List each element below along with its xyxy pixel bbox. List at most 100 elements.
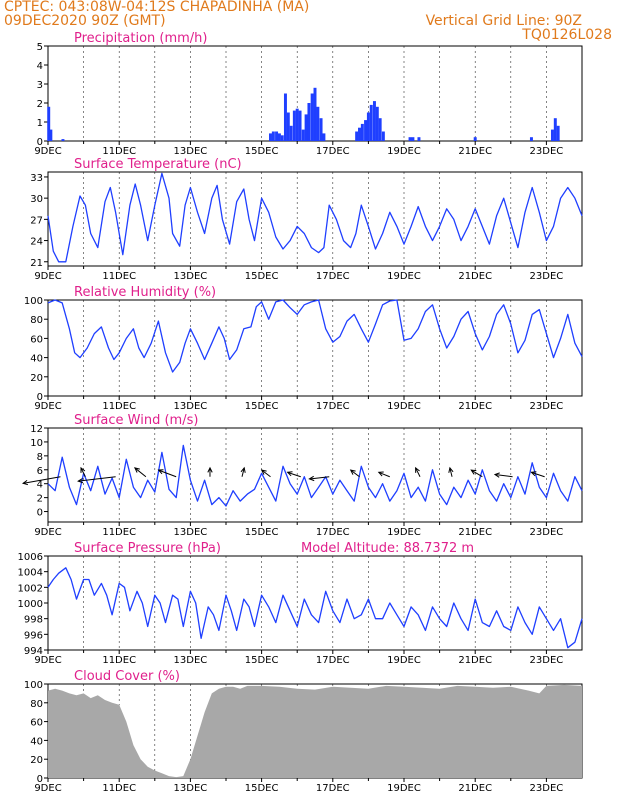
- precip-bar: [313, 87, 317, 141]
- precip-bar: [381, 131, 385, 141]
- precip-bar: [366, 112, 370, 141]
- y-tick-label: 0: [37, 137, 43, 148]
- x-tick-label: 9DEC: [34, 271, 61, 282]
- y-tick-label: 0: [37, 774, 43, 785]
- y-tick-label: 1000: [18, 599, 43, 610]
- panel-title: Precipitation (mm/h): [74, 31, 207, 46]
- panel-title: Surface Pressure (hPa): [74, 541, 221, 556]
- precip-bar: [307, 103, 311, 141]
- x-tick-label: 13DEC: [174, 783, 208, 794]
- wind-vector: [471, 469, 483, 478]
- y-tick-label: 100: [24, 680, 43, 691]
- y-tick-label: 5: [37, 42, 43, 53]
- y-tick-label: 21: [30, 258, 43, 269]
- precip-bar: [292, 110, 296, 141]
- x-tick-label: 17DEC: [316, 655, 350, 666]
- product-code: TQ0126L028: [522, 27, 612, 43]
- precip-bar: [295, 108, 299, 141]
- x-tick-label: 19DEC: [387, 655, 421, 666]
- x-tick-label: 11DEC: [102, 401, 136, 412]
- wind-arrowhead: [415, 466, 420, 473]
- rh-series-line: [47, 299, 583, 373]
- x-tick-label: 13DEC: [174, 655, 208, 666]
- precip-bar: [269, 133, 272, 141]
- wind-vector: [531, 471, 545, 478]
- x-tick-label: 17DEC: [316, 783, 350, 794]
- wind-vector: [415, 467, 421, 477]
- x-tick-label: 19DEC: [387, 146, 421, 157]
- y-tick-label: 10: [30, 438, 43, 449]
- x-tick-label: 19DEC: [387, 527, 421, 538]
- y-tick-label: 24: [30, 237, 43, 248]
- precip-bar: [319, 118, 323, 141]
- precip-bar: [378, 118, 382, 141]
- wind-arrowhead: [349, 469, 356, 475]
- wind-vector: [350, 469, 360, 478]
- precip-bar: [47, 106, 51, 141]
- panel-title: Relative Humidity (%): [74, 285, 216, 300]
- y-tick-label: 4: [37, 61, 43, 72]
- wind-arrowhead: [207, 466, 213, 473]
- wind-arrowhead: [470, 469, 477, 475]
- y-tick-label: 100: [24, 296, 43, 307]
- y-tick-label: 1002: [18, 583, 43, 594]
- precip-bar: [411, 137, 415, 141]
- y-tick-label: 998: [24, 615, 43, 626]
- precip-bar: [358, 127, 361, 141]
- precip-bar: [316, 106, 320, 141]
- wind-vector: [378, 471, 390, 478]
- x-tick-label: 23DEC: [530, 527, 564, 538]
- wind-arrowhead: [77, 478, 84, 484]
- x-tick-label: 15DEC: [245, 401, 279, 412]
- y-tick-label: 994: [24, 646, 43, 657]
- x-tick-label: 11DEC: [102, 527, 136, 538]
- y-tick-label: 4: [37, 480, 43, 491]
- wind-vector: [78, 476, 116, 482]
- y-tick-label: 0: [37, 392, 43, 403]
- panel-title: Cloud Cover (%): [74, 669, 180, 684]
- precip-bar: [275, 131, 279, 141]
- x-tick-label: 9DEC: [34, 527, 61, 538]
- temp-series-line: [47, 172, 583, 263]
- x-tick-label: 23DEC: [530, 401, 564, 412]
- pressure-series-line: [47, 567, 583, 649]
- precip-bar: [417, 137, 421, 141]
- x-tick-label: 9DEC: [34, 146, 61, 157]
- y-tick-label: 12: [30, 424, 43, 435]
- x-tick-label: 11DEC: [102, 655, 136, 666]
- y-tick-label: 1006: [18, 552, 43, 563]
- x-tick-label: 11DEC: [102, 146, 136, 157]
- y-tick-label: 20: [30, 373, 43, 384]
- precip-bar: [286, 112, 290, 141]
- x-tick-label: 11DEC: [102, 783, 136, 794]
- precip-bar: [301, 129, 305, 141]
- wind-arrowhead: [133, 467, 140, 473]
- precip-bar: [298, 110, 302, 141]
- x-tick-label: 21DEC: [458, 527, 492, 538]
- x-tick-label: 17DEC: [316, 271, 350, 282]
- precip-bar: [473, 137, 477, 141]
- y-tick-label: 1004: [18, 568, 43, 579]
- y-tick-label: 3: [37, 80, 43, 91]
- wind-vector: [134, 467, 147, 478]
- wind-vector: [158, 469, 177, 478]
- y-tick-label: 40: [30, 736, 43, 747]
- wind-arrowhead: [240, 466, 246, 473]
- run-time: 09DEC2020 90Z (GMT): [4, 13, 166, 29]
- wind-arrowhead: [308, 475, 315, 482]
- y-tick-label: 60: [30, 718, 43, 729]
- x-tick-label: 15DEC: [245, 271, 279, 282]
- y-tick-label: 40: [30, 354, 43, 365]
- precip-bar: [280, 135, 284, 141]
- wind-vector: [494, 474, 513, 478]
- precip-bar: [355, 131, 359, 141]
- x-tick-label: 11DEC: [102, 271, 136, 282]
- y-tick-label: 6: [37, 466, 43, 477]
- x-tick-label: 21DEC: [458, 271, 492, 282]
- precip-bar: [289, 125, 293, 141]
- wind-arrowhead: [80, 466, 86, 473]
- wind-vector: [22, 476, 61, 484]
- wind-arrowhead: [260, 469, 267, 475]
- x-tick-label: 15DEC: [245, 655, 279, 666]
- x-tick-label: 13DEC: [174, 401, 208, 412]
